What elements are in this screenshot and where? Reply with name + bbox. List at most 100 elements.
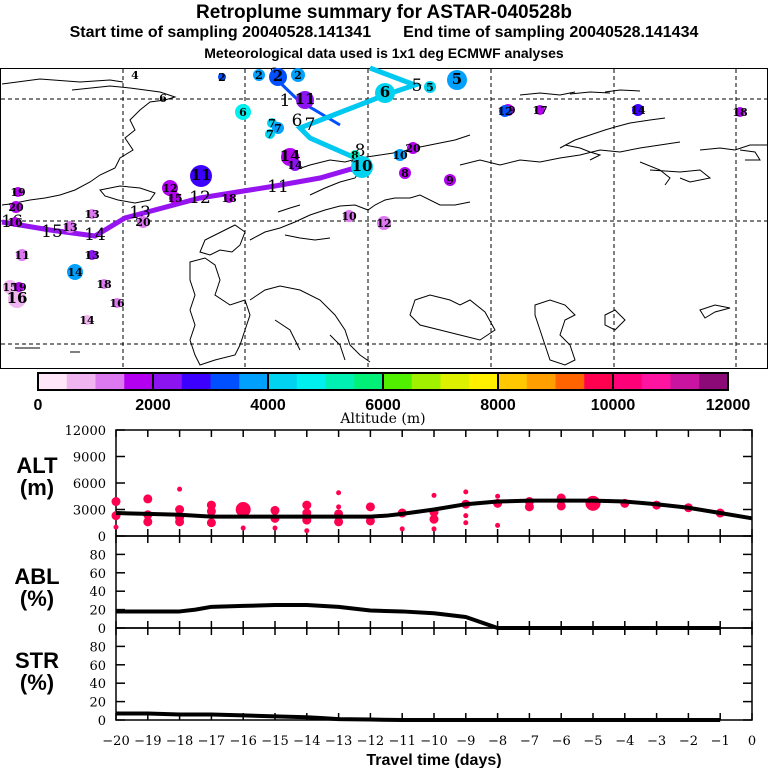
cluster-day-label: 10 bbox=[392, 149, 408, 162]
str-frame bbox=[115, 627, 753, 721]
alt-series-line bbox=[115, 498, 753, 521]
colorbar-tick-label: 10000 bbox=[591, 397, 636, 414]
end-time-label: End time of sampling 20040528.141434 bbox=[403, 24, 699, 41]
colorbar-swatch bbox=[296, 373, 326, 390]
british-isles-coast bbox=[199, 224, 246, 256]
cluster-marker bbox=[272, 122, 284, 134]
colorbar-tick-label: 6000 bbox=[365, 397, 401, 414]
colorbar-swatch bbox=[670, 373, 700, 390]
cluster-marker bbox=[16, 249, 28, 261]
cluster-marker bbox=[224, 193, 234, 203]
cluster-day-label: 13 bbox=[84, 208, 99, 221]
trajectory-day-label: 14 bbox=[84, 225, 106, 245]
cluster-day-label: 13 bbox=[84, 249, 99, 262]
cluster-day-label: 4 bbox=[131, 69, 139, 82]
altitude-cluster-point bbox=[175, 517, 185, 527]
colorbar-tick-label: 4000 bbox=[250, 397, 286, 414]
x-tick-label: −11 bbox=[388, 734, 415, 749]
altitude-cluster-point bbox=[235, 502, 251, 517]
cluster-day-label: 7 bbox=[274, 122, 282, 135]
cluster-marker bbox=[399, 167, 411, 179]
altitude-colorbar: 0 2000 4000 6000 8000 10000 12000 Altitude (m) bbox=[34, 372, 750, 427]
cluster-day-label: 18 bbox=[221, 192, 237, 205]
alt-label: ALT bbox=[16, 453, 58, 478]
altitude-cluster-point bbox=[270, 505, 280, 515]
y-tick-label: 12000 bbox=[65, 424, 106, 439]
y-tick-label: 20 bbox=[89, 604, 106, 619]
str-unit: (%) bbox=[19, 670, 55, 695]
cluster-day-label: 18 bbox=[96, 278, 112, 291]
trajectory-day-label: 6 bbox=[292, 111, 303, 131]
cluster-marker bbox=[447, 70, 467, 90]
cluster-day-label: 11 bbox=[191, 166, 212, 184]
cluster-day-label: 6 bbox=[239, 106, 247, 119]
start-time-label: Start time of sampling 20040528.141341 bbox=[69, 24, 372, 41]
altitude-cluster-point bbox=[495, 522, 501, 528]
x-axis-label: Travel time (days) bbox=[366, 752, 501, 768]
cluster-day-label: 16 bbox=[7, 216, 23, 229]
x-tick-label: −6 bbox=[552, 734, 571, 749]
cluster-day-label: 9 bbox=[446, 174, 454, 187]
arctic-islands-coast bbox=[519, 89, 641, 96]
colorbar-swatch bbox=[526, 373, 556, 390]
trajectory-map: 1615141312111056781021 42222556677781010… bbox=[0, 65, 768, 369]
y-tick-label: 80 bbox=[89, 548, 106, 563]
colorbar-swatch bbox=[181, 373, 211, 390]
colorbar-swatch bbox=[38, 373, 68, 390]
altitude-cluster-point bbox=[336, 490, 342, 496]
greenland-coast bbox=[1, 78, 177, 206]
cluster-day-label: 20 bbox=[135, 216, 151, 229]
trajectory-line-upper bbox=[295, 65, 423, 163]
altitude-cluster-point bbox=[524, 502, 534, 512]
trajectories: 1615141312111056781021 bbox=[1, 65, 423, 245]
cluster-day-label: 14 bbox=[67, 266, 83, 279]
iberia-france-coast bbox=[189, 257, 251, 366]
sampling-times: Start time of sampling 20040528.141341 En… bbox=[0, 24, 768, 42]
time-series-panels: 030006000900012000020406080020406080−20−… bbox=[65, 424, 757, 768]
cluster-marker bbox=[289, 159, 301, 171]
mediterranean-coast bbox=[249, 285, 371, 363]
y-tick-label: 0 bbox=[98, 714, 106, 729]
colorbar-axis-label: Altitude (m) bbox=[339, 411, 425, 427]
trajectory-day-label: 15 bbox=[41, 222, 63, 242]
str-panel-label: STR (%) bbox=[0, 650, 74, 694]
cluster-marker bbox=[190, 165, 212, 187]
cluster-marker bbox=[424, 81, 436, 93]
altitude-cluster-point bbox=[177, 486, 183, 492]
altitude-cluster-point bbox=[334, 517, 344, 527]
cluster-marker bbox=[296, 91, 314, 109]
coast-fragment bbox=[15, 347, 80, 353]
altitude-cluster-point bbox=[463, 489, 469, 495]
trajectory-day-label: 1 bbox=[280, 91, 291, 111]
altitude-cluster-point bbox=[429, 514, 439, 524]
altitude-cluster-point bbox=[336, 504, 342, 510]
x-tick-label: −20 bbox=[102, 734, 129, 749]
abl-label: ABL bbox=[14, 564, 60, 589]
altitude-cluster-point bbox=[495, 493, 501, 499]
cluster-marker bbox=[269, 68, 287, 86]
alt-unit: (m) bbox=[19, 475, 55, 500]
cluster-marker bbox=[87, 209, 97, 219]
cluster-day-label: 10 bbox=[341, 210, 357, 223]
colorbar-swatch bbox=[584, 373, 614, 390]
colorbar-tick-label: 8000 bbox=[480, 397, 516, 414]
altitude-cluster-point bbox=[463, 513, 469, 519]
colorbar-swatch bbox=[66, 373, 96, 390]
x-tick-label: −7 bbox=[520, 734, 539, 749]
colorbar-swatch bbox=[613, 373, 643, 390]
colorbar-swatch bbox=[555, 373, 585, 390]
altitude-cluster-point bbox=[431, 492, 437, 498]
cluster-day-label: 7 bbox=[266, 128, 274, 141]
cluster-marker bbox=[82, 315, 92, 325]
colorbar-swatch bbox=[383, 373, 413, 390]
cluster-marker bbox=[735, 107, 745, 117]
altitude-cluster-point bbox=[143, 494, 153, 504]
cluster-marker bbox=[291, 68, 305, 82]
altitude-cluster-point bbox=[399, 526, 405, 532]
x-tick-label: −16 bbox=[229, 734, 256, 749]
cluster-marker bbox=[87, 250, 97, 260]
cluster-day-label: 18 bbox=[732, 106, 748, 119]
y-tick-label: 3000 bbox=[73, 504, 106, 519]
x-tick-label: −3 bbox=[647, 734, 666, 749]
cluster-marker bbox=[394, 149, 406, 161]
